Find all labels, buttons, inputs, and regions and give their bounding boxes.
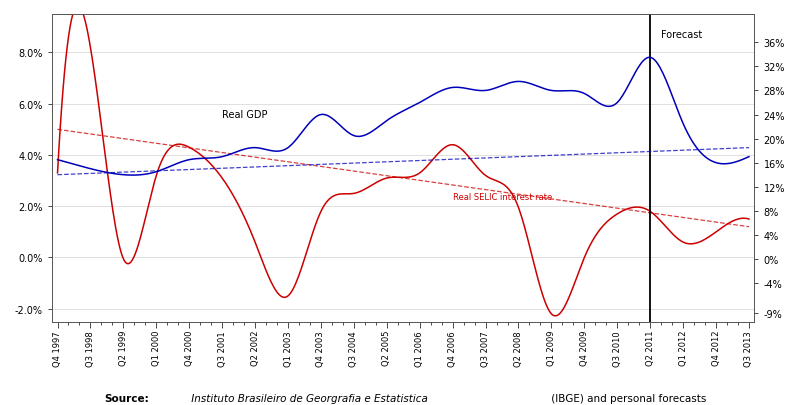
Text: (IBGE) and personal forecasts: (IBGE) and personal forecasts [548, 393, 706, 403]
Text: Real GDP: Real GDP [222, 109, 268, 119]
Text: Instituto Brasileiro de Georgrafia e Estatistica: Instituto Brasileiro de Georgrafia e Est… [188, 393, 428, 403]
Text: Forecast: Forecast [661, 30, 702, 40]
Text: Real SELIC interest rate: Real SELIC interest rate [453, 192, 552, 201]
Text: Source:: Source: [104, 393, 149, 403]
